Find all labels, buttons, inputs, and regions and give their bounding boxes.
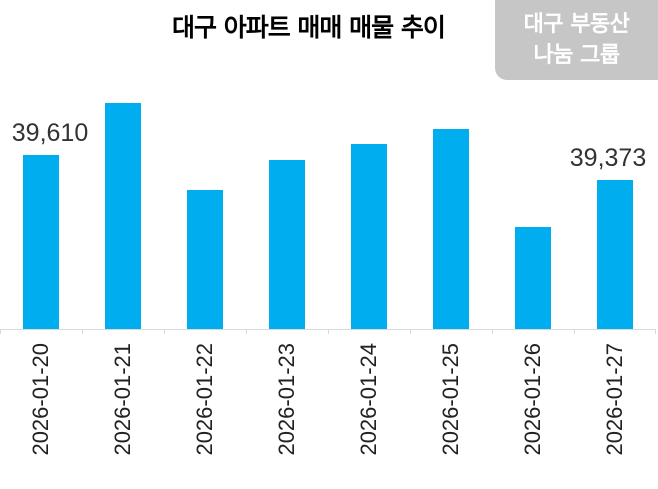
x-axis-tick: [410, 329, 411, 334]
bar: [23, 155, 59, 329]
x-axis-tick: [574, 329, 575, 334]
watermark-line-2: 나눔 그룹: [533, 43, 620, 68]
x-axis-tick: [0, 329, 1, 334]
x-tick-label: 2026-01-20: [28, 343, 53, 456]
x-tick-label: 2026-01-21: [110, 343, 135, 456]
bar: [515, 227, 551, 329]
bar: [433, 129, 469, 329]
x-tick-label: 2026-01-22: [192, 343, 217, 456]
bar: [187, 190, 223, 329]
x-tick-label: 2026-01-23: [274, 343, 299, 456]
x-tick-label: 2026-01-27: [602, 343, 627, 456]
x-tick-label: 2026-01-25: [438, 343, 463, 456]
bar: [105, 103, 141, 329]
bar: [269, 160, 305, 329]
x-axis-tick: [655, 329, 656, 334]
data-value-label: 39,610: [11, 119, 89, 147]
bar: [351, 144, 387, 329]
watermark-badge: 대구 부동산 나눔 그룹: [495, 0, 658, 80]
x-tick-label: 2026-01-26: [520, 343, 545, 456]
x-axis-tick: [492, 329, 493, 334]
x-axis-tick: [164, 329, 165, 334]
x-axis-tick: [328, 329, 329, 334]
watermark-line-1: 대구 부동산: [523, 12, 630, 37]
x-axis-tick: [246, 329, 247, 334]
chart-title: 대구 아파트 매매 매물 추이: [172, 13, 446, 42]
data-value-label: 39,373: [569, 144, 647, 172]
bar: [597, 180, 633, 329]
x-axis-tick: [82, 329, 83, 334]
x-tick-label: 2026-01-24: [356, 343, 381, 456]
